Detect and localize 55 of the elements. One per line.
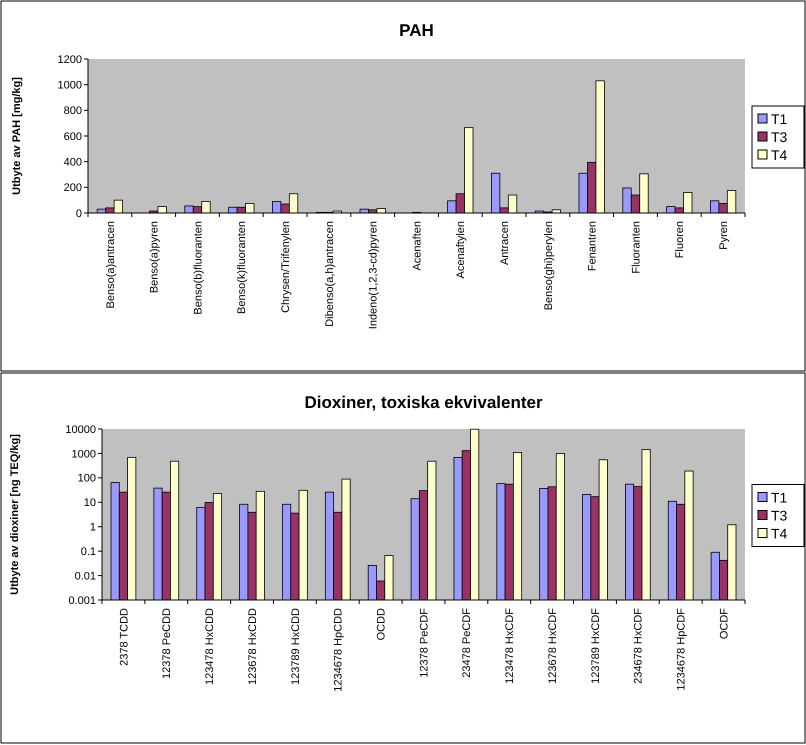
x-tick-label: 123678 HxCDD xyxy=(246,608,259,686)
y-tick-label: 0 xyxy=(76,208,82,220)
y-tick-label: 400 xyxy=(64,156,82,169)
x-tick-label: Fluoren xyxy=(674,221,686,258)
legend-label: T1 xyxy=(771,110,788,127)
y-axis-title: Utbyte av dioxiner [ng TEQ/kg] xyxy=(9,434,21,595)
y-tick-label: 800 xyxy=(64,105,82,118)
x-tick-label: Benso(k)fluoranten xyxy=(236,221,248,314)
x-tick-label: 12378 PeCDF xyxy=(418,608,430,678)
x-tick-label: 12378 PeCDD xyxy=(161,608,174,679)
x-tick-label: 1234678 HpCDF xyxy=(676,608,688,691)
y-tick-label: 1000 xyxy=(72,448,96,460)
x-tick-label: Chrysen/Trifenylen xyxy=(280,221,292,313)
x-tick-label: 1234678 HpCDD xyxy=(332,608,345,692)
x-tick-label: Benso(a)antracen xyxy=(104,221,117,308)
legend-label: T3 xyxy=(771,128,788,145)
x-tick-label: 123789 HxCDF xyxy=(590,608,602,684)
x-tick-label: 234678 HxCDF xyxy=(632,608,645,684)
y-tick-label: 200 xyxy=(64,182,82,194)
y-tick-label: 100 xyxy=(78,472,96,485)
x-tick-label: 123678 HxCDF xyxy=(546,608,559,684)
x-tick-label: 23478 PeCDF xyxy=(461,608,474,678)
legend-label: T4 xyxy=(771,146,788,163)
y-tick-label: 10000 xyxy=(65,424,96,436)
y-tick-label: 1 xyxy=(90,522,96,534)
y-tick-label: 0.001 xyxy=(68,594,96,607)
y-tick-label: 10 xyxy=(84,497,96,510)
legend-label: T3 xyxy=(771,507,788,524)
x-tick-label: OCDD xyxy=(375,608,388,640)
y-tick-label: 600 xyxy=(64,130,82,143)
x-tick-label: Acenaften xyxy=(411,221,424,271)
x-tick-label: Dibenso(a,h)antracen xyxy=(324,221,336,327)
x-tick-label: Antracen xyxy=(498,221,511,266)
y-axis-title: Utbyte av PAH [mg/kg] xyxy=(11,76,23,195)
x-tick-label: Benso(ghi)perylen xyxy=(542,221,555,310)
x-tick-label: 123478 HxCDD xyxy=(204,608,216,686)
legend-label: T1 xyxy=(771,489,788,506)
y-tick-label: 0.01 xyxy=(74,570,96,582)
x-tick-label: 2378 TCDD xyxy=(118,608,130,666)
x-tick-label: Fenantren xyxy=(586,221,599,272)
x-tick-label: Acenaftylen xyxy=(455,221,468,278)
y-tick-label: 1200 xyxy=(58,54,82,66)
chart-title: PAH xyxy=(399,21,434,40)
chart-title: Dioxiner, toxiska ekvivalenter xyxy=(304,393,543,412)
y-tick-label: 1000 xyxy=(58,80,82,92)
x-tick-label: Benso(b)fluoranten xyxy=(192,221,204,315)
x-tick-label: 123478 HxCDF xyxy=(504,608,516,684)
x-tick-label: 123789 HxCDD xyxy=(290,608,302,686)
x-tick-label: Pyren xyxy=(718,221,730,250)
legend-label: T4 xyxy=(771,525,788,542)
x-tick-label: OCDF xyxy=(718,608,730,640)
x-tick-label: Fluoranten xyxy=(630,221,642,274)
x-tick-label: Benso(a)pyren xyxy=(148,221,161,294)
y-tick-label: 0.1 xyxy=(80,546,96,558)
x-tick-label: Indeno(1,2,3-cd)pyren xyxy=(368,221,380,330)
